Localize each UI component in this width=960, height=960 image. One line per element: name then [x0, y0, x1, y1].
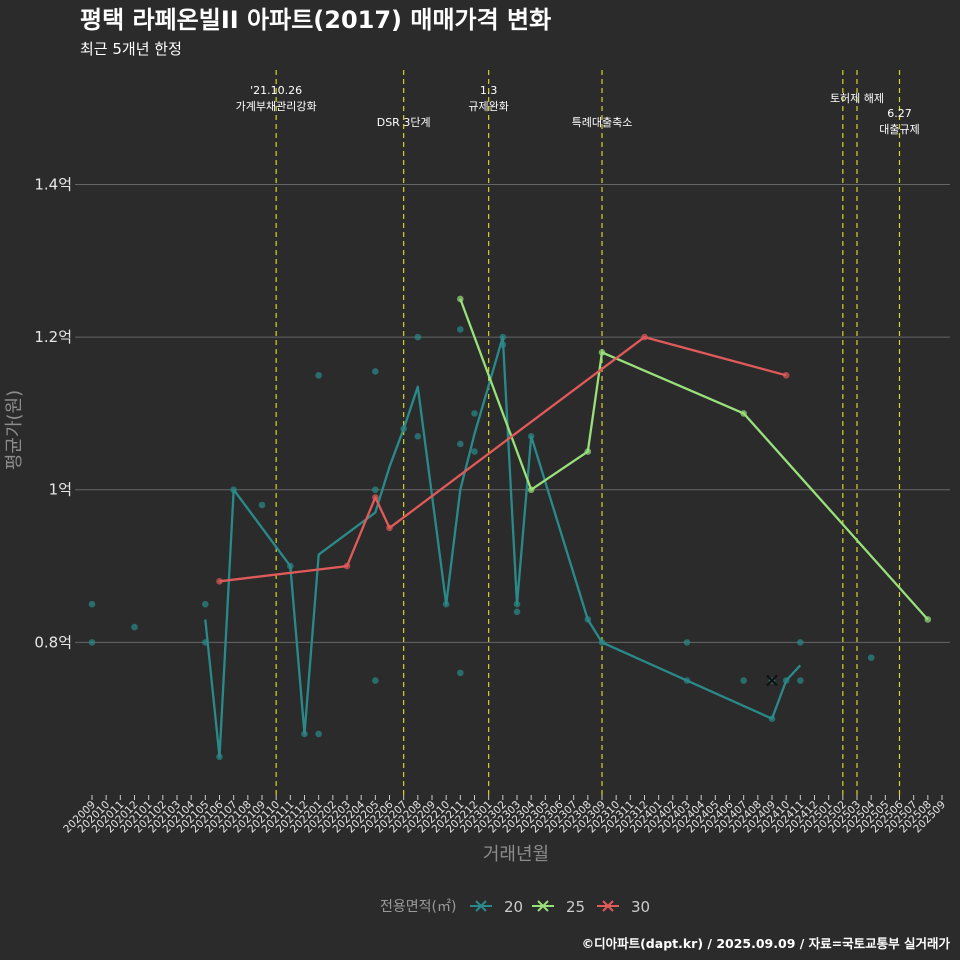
y-axis-ticks: 0.8억 1억 1.2억 1.4억 — [34, 175, 72, 651]
series-line-25 — [459, 298, 929, 621]
series-30 — [216, 333, 790, 585]
legend-title: 전용면적(㎡) — [380, 899, 456, 915]
data-point — [131, 623, 138, 631]
series-layer — [88, 295, 932, 761]
data-point — [414, 433, 422, 440]
legend-swatch-cross — [602, 900, 614, 912]
data-point — [867, 654, 875, 661]
y-tick-label: 1.4억 — [34, 175, 72, 193]
series-line-20 — [204, 335, 802, 758]
event-label: 규제완화 — [468, 100, 508, 113]
data-point — [202, 600, 209, 608]
y-tick-label: 1억 — [49, 481, 72, 499]
legend: 전용면적(㎡) 20 25 30 — [380, 898, 650, 916]
event-label: 대출규제 — [879, 123, 919, 136]
event-label: DSR 3단계 — [377, 116, 431, 129]
chart-title: 평택 라페온빌II 아파트(2017) 매매가격 변화 — [80, 6, 551, 34]
data-point — [471, 410, 478, 417]
event-label: '21.10.26 — [250, 84, 302, 97]
y-axis-title: 평균가(원) — [4, 390, 25, 470]
y-tick-label: 0.8억 — [34, 633, 72, 651]
data-point — [315, 730, 322, 738]
event-label: 1.3 — [480, 84, 498, 97]
data-point — [513, 608, 521, 616]
event-label: 가계부채관리강화 — [236, 100, 317, 113]
x-axis-ticks: 2020092020102020112020122021012021022021… — [61, 795, 948, 835]
chart-subtitle: 최근 5개년 한정 — [80, 40, 182, 58]
data-point — [740, 677, 747, 684]
series-20 — [88, 326, 875, 761]
data-point — [457, 326, 464, 333]
source-caption: ©디아파트(dapt.kr) / 2025.09.09 / 자료=국토교통부 실… — [582, 936, 951, 951]
legend-label-30: 30 — [631, 898, 650, 916]
legend-label-25: 25 — [566, 898, 585, 916]
highlight-marker — [766, 674, 778, 687]
data-point — [683, 639, 691, 646]
data-point — [471, 448, 478, 455]
series-line-30 — [219, 335, 787, 583]
legend-swatch-cross — [475, 900, 487, 912]
data-point — [372, 677, 379, 684]
event-label: 6.27 — [887, 107, 912, 120]
data-point — [315, 371, 322, 379]
data-point — [372, 486, 379, 494]
series-25 — [457, 295, 932, 623]
data-point — [414, 333, 422, 341]
event-label: 특례대출축소 — [572, 116, 633, 129]
event-label: 토허제 해제 — [830, 91, 884, 105]
y-tick-label: 1.2억 — [34, 328, 72, 346]
data-point — [797, 639, 804, 646]
data-point — [88, 639, 96, 646]
legend-label-20: 20 — [504, 898, 523, 916]
data-point — [457, 669, 464, 677]
grid-lines — [75, 183, 950, 643]
data-point — [88, 600, 96, 608]
data-point — [216, 578, 223, 585]
data-point — [258, 501, 266, 509]
data-point — [372, 368, 379, 375]
legend-swatch-cross — [537, 900, 549, 912]
data-point — [797, 677, 804, 684]
x-axis-title: 거래년월 — [483, 844, 549, 865]
data-point — [457, 440, 464, 448]
